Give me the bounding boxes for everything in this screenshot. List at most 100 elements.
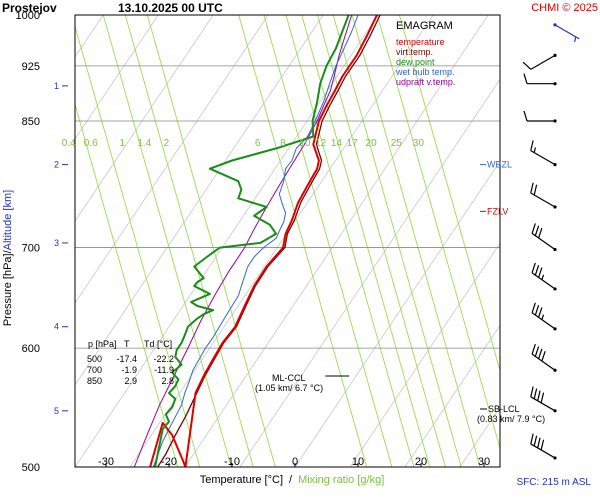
mixing-ratio-label: 6	[255, 138, 261, 149]
legend-entry-dew-point: dew point	[396, 57, 435, 67]
altitude-tick-labels: 5 4 3 2 1	[54, 81, 68, 416]
value-table: p [hPa] T Td [°C] 500 -17.4 -22.2 700 -1.9 -1…	[87, 339, 174, 386]
dry-adiabat-line	[75, 15, 104, 58]
pressure-tick-label: 500	[22, 462, 40, 474]
wind-barb	[523, 73, 557, 86]
pressure-tick-label: 850	[22, 116, 40, 128]
sb-lcl-value: (0.83 km/ 7.9 °C)	[477, 414, 545, 424]
credit-label: CHMI © 2025	[531, 2, 598, 14]
dry-adiabat-line	[515, 0, 600, 467]
pressure-tick-label: 700	[22, 243, 40, 255]
mixing-ratio-label: 1.4	[137, 138, 151, 149]
mixing-ratio-label: 30	[413, 138, 425, 149]
mixing-ratio-lines	[75, 15, 500, 467]
pressure-tick-label: 925	[22, 61, 40, 73]
altitude-tick-label: 5	[54, 406, 59, 416]
mixing-ratio-label: 1	[119, 138, 125, 149]
table-cell-dewpoint: -22.2	[153, 354, 174, 364]
table-header-temperature: T	[124, 339, 130, 349]
x-axis-separator: /	[289, 474, 293, 486]
wind-barb	[530, 433, 557, 460]
temperature-tick-label: 10	[352, 456, 364, 468]
altitude-tick-label: 1	[54, 81, 59, 91]
table-cell-dewpoint: 2.8	[161, 376, 174, 386]
wbzl-annotation: WBZL	[480, 160, 512, 170]
table-header-dewpoint: Td [°C]	[144, 339, 172, 349]
altitude-tick-label: 2	[54, 160, 59, 170]
mixing-ratio-label: 2	[164, 138, 170, 149]
plot-frame	[74, 14, 501, 468]
x-axis-label-mixing: Mixing ratio [g/kg]	[298, 474, 384, 486]
table-cell-pressure: 850	[87, 376, 102, 386]
temperature-tick-label: 30	[478, 456, 490, 468]
legend-entry-temperature: temperature	[396, 37, 445, 47]
temperature-tick-label: -30	[98, 456, 114, 468]
temperature-tick-label: 0	[292, 456, 298, 468]
dry-adiabats	[75, 0, 600, 467]
legend-entry-virt-temp: virt.temp.	[396, 47, 433, 57]
sb-lcl-label: SB-LCL	[488, 404, 520, 414]
mixing-ratio-label: 0.6	[84, 138, 98, 149]
dry-adiabat-line	[75, 15, 324, 386]
mixing-ratio-labels: 0.4 0.6 1 1.4 2 6 8 10 12 14 17 20 25 30	[62, 138, 425, 149]
mixing-ratio-line	[285, 15, 415, 467]
dry-adiabat-line	[75, 15, 269, 304]
fzlv-label: FZLV	[487, 206, 508, 216]
surface-elevation: SFC: 215 m ASL	[517, 477, 592, 488]
mixing-ratio-line	[398, 15, 500, 373]
station-name: Prostejov	[2, 1, 57, 15]
temperature-tick-labels: -30 -20 -10 0 10 20 30	[98, 456, 490, 468]
ml-ccl-annotation: ML-CCL (1.05 km/ 6.7 °C)	[255, 373, 323, 393]
mixing-ratio-line	[301, 15, 431, 467]
profile-series	[133, 15, 381, 467]
y-axis-label: Pressure [hPa]	[2, 253, 14, 326]
pressure-tick-labels: 500 600 700 850 925 1000	[16, 10, 40, 474]
wind-barb	[531, 223, 557, 252]
legend-entry-updraft: udpraft v.temp.	[396, 77, 455, 87]
sounding-datetime: 13.10.2025 00 UTC	[118, 1, 223, 15]
altitude-tick-label: 4	[54, 322, 59, 332]
dry-adiabat-line	[294, 160, 500, 467]
mixing-ratio-label: 17	[347, 138, 359, 149]
mixing-ratio-line	[332, 15, 462, 467]
wind-barb	[531, 302, 557, 331]
dry-adiabat-line	[404, 324, 500, 467]
mixing-ratio-line	[351, 15, 481, 467]
pressure-tick-label: 1000	[16, 10, 40, 22]
mixing-ratio-label: 25	[391, 138, 403, 149]
table-cell-pressure: 500	[87, 354, 102, 364]
wind-barb	[531, 344, 557, 372]
wind-barb	[530, 182, 557, 209]
mixing-ratio-line	[376, 15, 500, 450]
fzlv-annotation: FZLV	[480, 206, 508, 216]
dry-adiabat-line	[129, 15, 434, 467]
dry-adiabat-line	[239, 78, 500, 467]
dry-adiabat-line	[75, 15, 214, 222]
isobars	[75, 65, 500, 349]
table-cell-dewpoint: -11.9	[154, 365, 174, 375]
mixing-ratio-line	[238, 15, 368, 467]
mixing-ratio-label: 12	[315, 138, 327, 149]
wind-barb	[553, 23, 580, 43]
wind-barb	[523, 110, 557, 123]
mixing-ratio-label: 14	[331, 138, 343, 149]
wind-barb	[531, 262, 557, 291]
series-line-dew-point	[154, 15, 350, 467]
y-axis-separator: /	[2, 249, 14, 253]
sb-lcl-annotation: SB-LCL (0.83 km/ 7.9 °C)	[477, 404, 545, 424]
temperature-tick-label: -20	[161, 456, 177, 468]
mixing-ratio-line	[75, 102, 179, 467]
mixing-ratio-label: 20	[366, 138, 378, 149]
table-cell-temperature: 2.9	[124, 376, 137, 386]
dry-adiabat-line	[184, 15, 489, 467]
series-line-wet-bulb	[152, 15, 359, 467]
legend-entry-wet-bulb: wet bulb temp.	[395, 67, 455, 77]
mixing-ratio-label: 8	[280, 138, 286, 149]
ml-ccl-label: ML-CCL	[272, 373, 306, 383]
temperature-tick-label: -10	[224, 456, 240, 468]
table-cell-temperature: -1.9	[121, 365, 137, 375]
y-axis-title: Pressure [hPa]/Altitude [km]	[2, 190, 14, 326]
mixing-ratio-label: 0.4	[62, 138, 76, 149]
series-line-temperature	[149, 15, 378, 467]
